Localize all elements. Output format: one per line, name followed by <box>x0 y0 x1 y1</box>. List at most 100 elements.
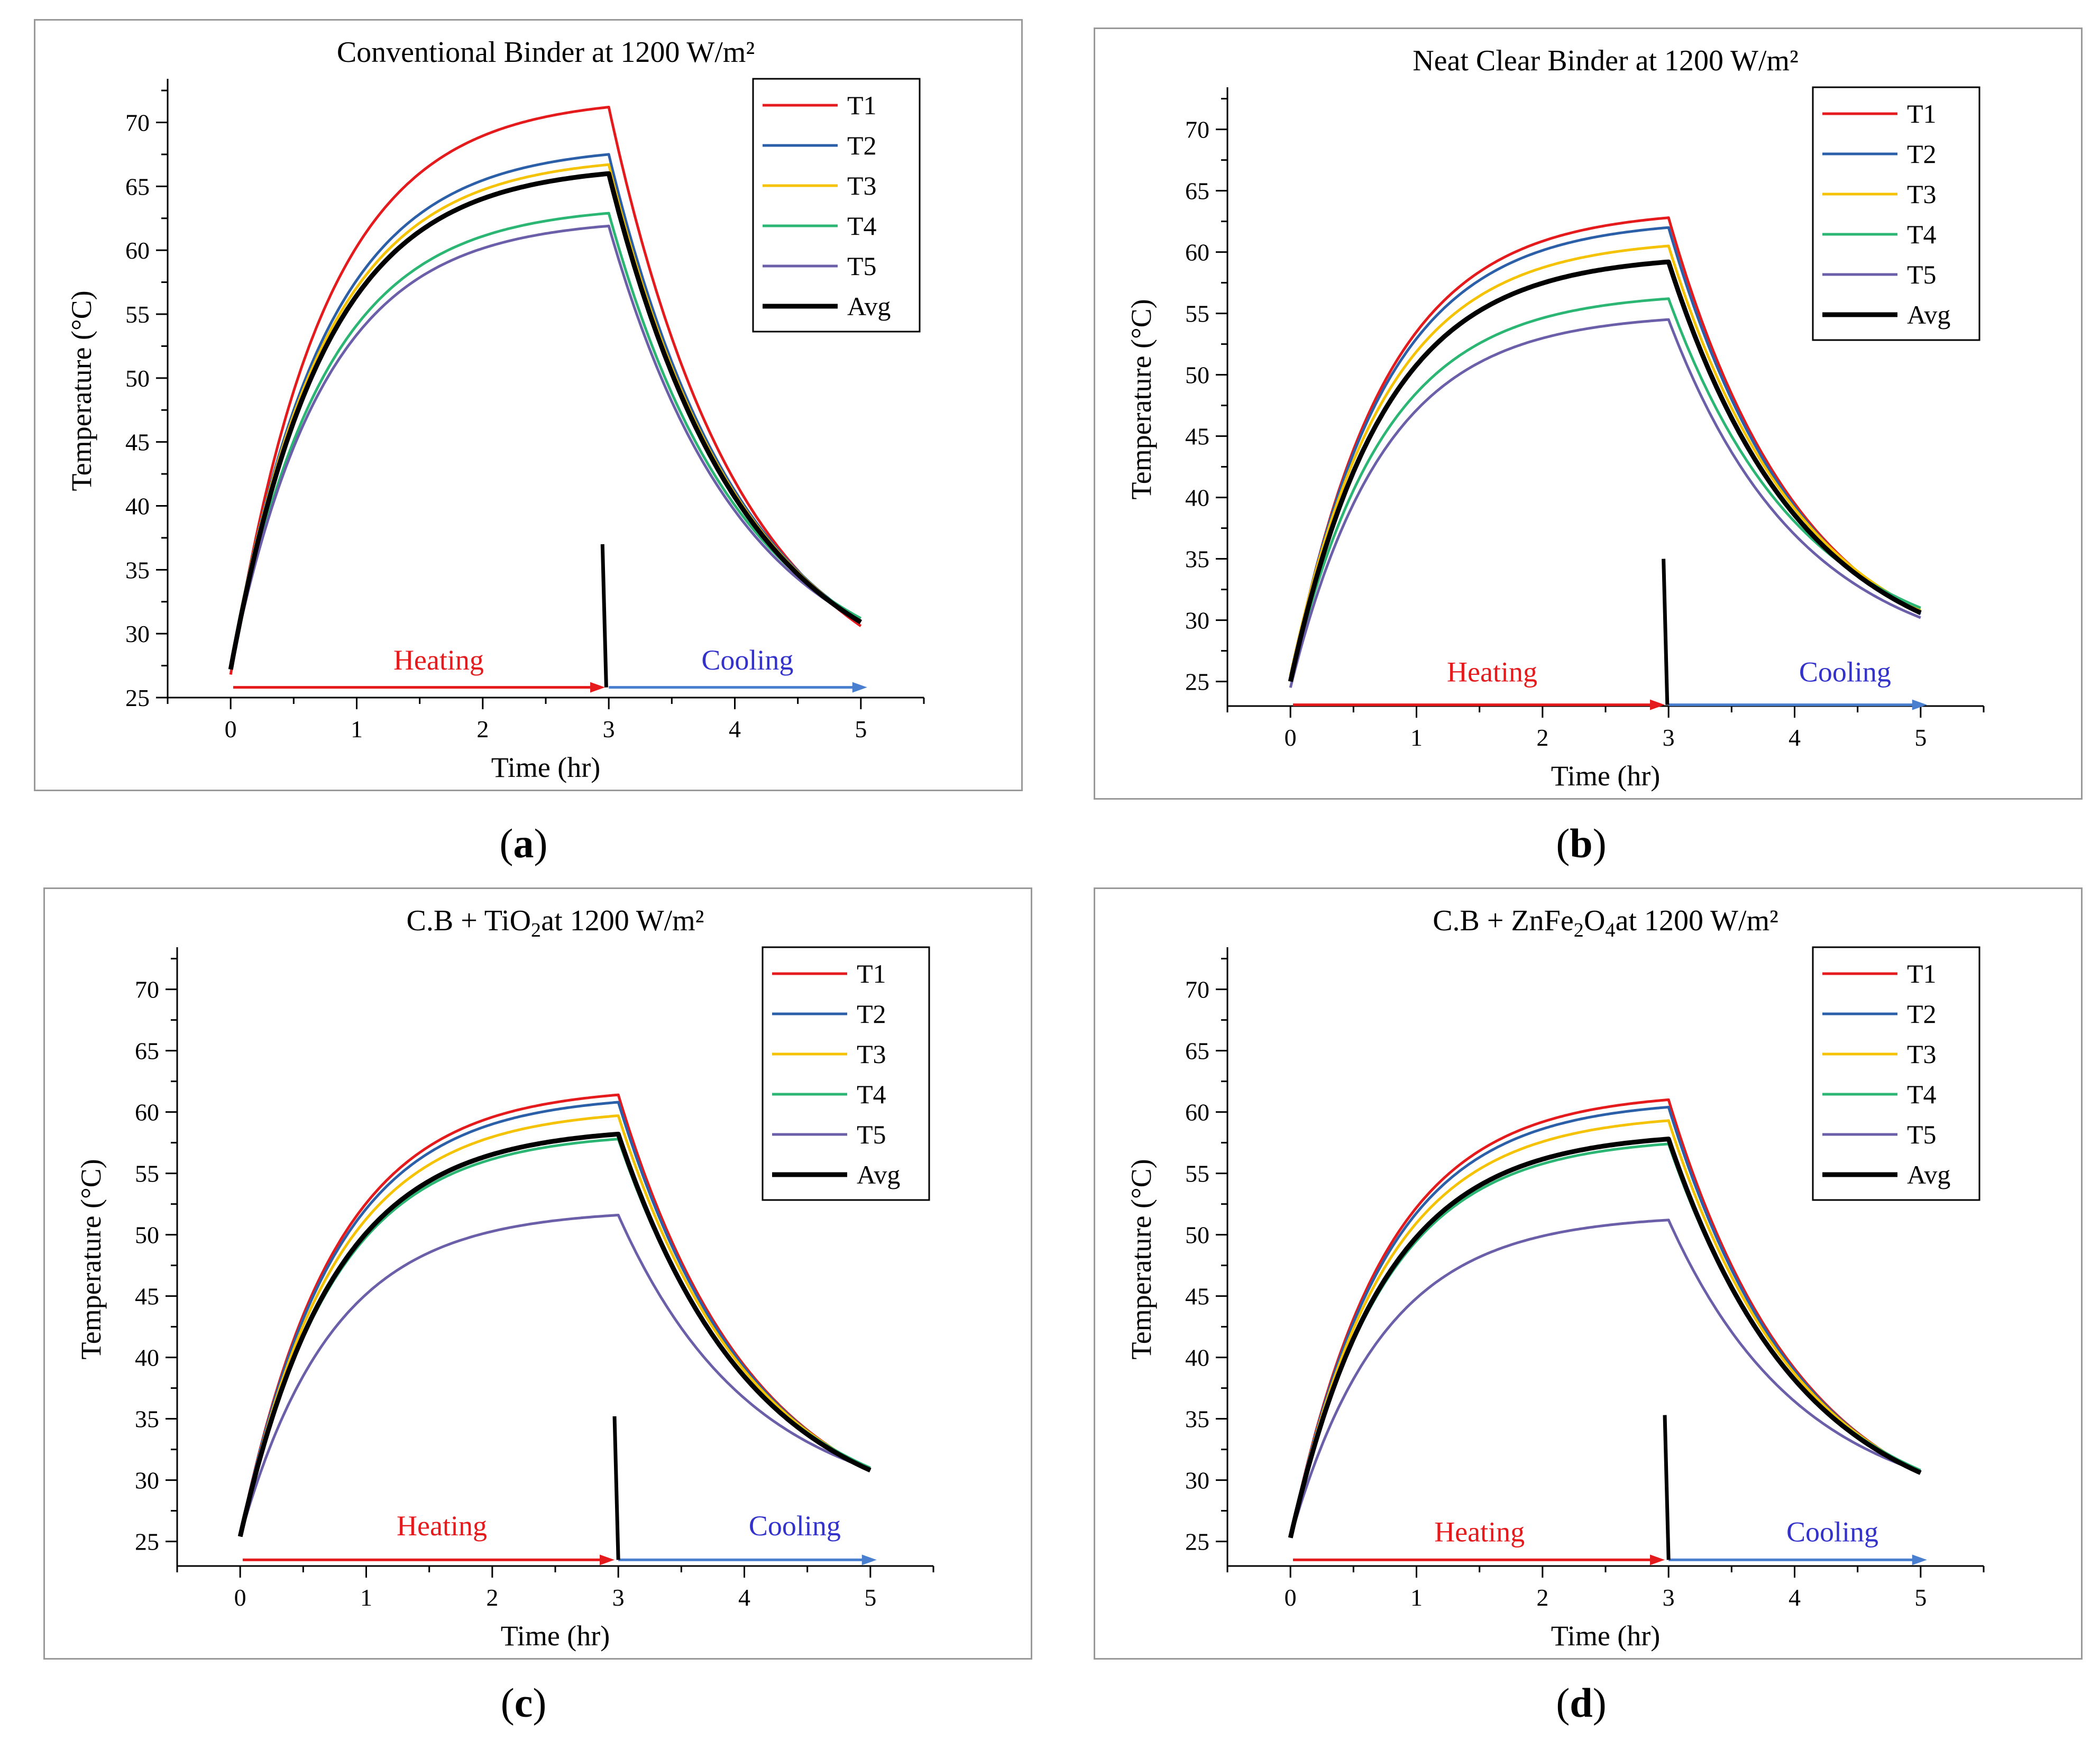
y-tick-label: 30 <box>125 620 150 647</box>
panel-c-chart: C.B + TiO2 at 1200 W/m²0 1 2 3 4 525303540455… <box>75 904 934 1652</box>
panel-b-frame: Neat Clear Binder at 1200 W/m² 0 1 2 3 4 5 25 30… <box>1094 28 2083 800</box>
legend-label-t5: T5 <box>1907 260 1937 289</box>
series-line-t4 <box>229 212 862 668</box>
x-axis-label: Time (hr) <box>1551 760 1661 792</box>
x-tick-label: 5 <box>864 1584 876 1611</box>
x-tick-label: 1 <box>351 716 363 743</box>
y-tick-label: 40 <box>1185 484 1209 511</box>
legend-label-t1: T1 <box>1907 99 1937 129</box>
x-tick-label: 3 <box>1663 1584 1675 1611</box>
series-line-t4 <box>1289 1142 1921 1538</box>
y-tick-label: 30 <box>1185 1467 1209 1494</box>
legend-box <box>762 946 930 1201</box>
y-tick-label: 45 <box>125 429 150 456</box>
chart-title: Neat Clear Binder at 1200 W/m² <box>1413 44 1799 77</box>
series-line-t3 <box>1289 1119 1921 1537</box>
heating-label: Heating <box>397 1510 487 1542</box>
y-tick-label: 45 <box>1185 1283 1209 1310</box>
legend-label-t1: T1 <box>847 90 877 120</box>
y-tick-label: 30 <box>1185 607 1209 634</box>
phase-divider-line <box>612 1416 620 1560</box>
series-line-avg <box>1288 259 1922 682</box>
phase-divider-line <box>600 544 608 688</box>
x-tick-label: 0 <box>234 1584 246 1611</box>
x-tick-label: 2 <box>1536 724 1548 751</box>
series-line-avg <box>228 171 863 670</box>
panel-a-chart: Conventional Binder at 1200 W/m²0 1 2 3 4 525… <box>66 36 925 783</box>
y-tick-label: 25 <box>125 684 150 711</box>
legend-label-t4: T4 <box>847 211 877 241</box>
x-tick-label: 4 <box>738 1584 750 1611</box>
arrow-head <box>590 682 606 693</box>
heating-label: Heating <box>1434 1516 1525 1548</box>
series-line-t1 <box>229 106 862 675</box>
heating-label: Heating <box>1447 656 1537 688</box>
y-tick-label: 25 <box>135 1528 159 1555</box>
arrow-head <box>1912 1554 1927 1565</box>
legend-label-t4: T4 <box>857 1079 886 1109</box>
x-tick-label: 5 <box>1914 724 1927 751</box>
y-tick-label: 55 <box>135 1160 159 1187</box>
x-tick-label: 4 <box>1789 1584 1801 1611</box>
series-line-t5 <box>1289 318 1921 688</box>
y-tick-label: 55 <box>1185 300 1209 327</box>
cooling-label: Cooling <box>701 644 793 676</box>
phase-divider-line <box>1663 1415 1671 1560</box>
x-tick-label: 4 <box>1789 724 1801 751</box>
legend: T1 T2 T3 T4 T5 Avg <box>762 946 930 1201</box>
arrow-head <box>600 1554 615 1565</box>
x-axis-label: Time (hr) <box>491 752 601 783</box>
series-line-t4 <box>1289 297 1921 682</box>
legend-label-t2: T2 <box>857 999 886 1029</box>
x-axis-label: Time (hr) <box>501 1620 610 1652</box>
y-tick-label: 50 <box>135 1222 159 1249</box>
arrow-head <box>1650 699 1665 710</box>
legend-label-t3: T3 <box>857 1039 886 1069</box>
legend-label-t4: T4 <box>1907 1079 1937 1109</box>
series-line-t5 <box>239 1214 871 1537</box>
y-tick-label: 70 <box>135 976 159 1003</box>
y-tick-label: 40 <box>1185 1344 1209 1371</box>
legend-label-t3: T3 <box>1907 179 1937 209</box>
x-axis-label: Time (hr) <box>1551 1620 1661 1652</box>
panel-b-caption: (b) <box>1556 820 1607 866</box>
legend: T1 T2 T3 T4 T5 Avg <box>1812 946 1980 1201</box>
y-tick-label: 35 <box>135 1406 159 1433</box>
legend-label-t5: T5 <box>847 251 877 281</box>
y-tick-label: 25 <box>1185 668 1209 695</box>
legend-label-t1: T1 <box>857 959 886 988</box>
chart-title: C.B + TiO2 at 1200 W/m² <box>407 904 704 941</box>
x-tick-label: 0 <box>1285 1584 1297 1611</box>
x-tick-label: 2 <box>486 1584 498 1611</box>
phase-divider-line <box>1662 558 1670 705</box>
panel-c-frame: C.B + TiO2 at 1200 W/m² 0 1 2 3 4 5 25 30 35 40 45 5… <box>43 887 1032 1660</box>
y-axis-label: Temperature (°C) <box>75 1159 107 1359</box>
y-tick-label: 35 <box>1185 546 1209 573</box>
series-line-t5 <box>1289 1219 1921 1538</box>
chart-title: C.B + ZnFe2 O4 at 1200 W/m² <box>1433 904 1778 941</box>
series-line-t3 <box>239 1114 871 1536</box>
y-tick-label: 70 <box>1185 976 1209 1003</box>
x-tick-label: 2 <box>1536 1584 1548 1611</box>
y-tick-label: 60 <box>135 1099 159 1126</box>
legend-box <box>1812 86 1980 341</box>
heating-label: Heating <box>393 644 484 676</box>
y-tick-label: 65 <box>1185 1038 1209 1065</box>
x-tick-label: 0 <box>1285 724 1297 751</box>
series-line-avg <box>1288 1137 1922 1538</box>
legend-label-t4: T4 <box>1907 219 1937 249</box>
legend-label-t5: T5 <box>857 1120 886 1149</box>
y-tick-label: 35 <box>1185 1406 1209 1433</box>
panel-c-caption: (c) <box>500 1680 547 1726</box>
x-tick-label: 4 <box>729 716 741 743</box>
legend-label-t1: T1 <box>1907 959 1937 988</box>
x-tick-label: 2 <box>476 716 489 743</box>
y-tick-label: 60 <box>1185 239 1209 266</box>
cooling-label: Cooling <box>1799 656 1891 688</box>
arrow-head <box>1912 699 1927 710</box>
panel-d-frame: C.B + ZnFe2 O4 at 1200 W/m² 0 1 2 3 4 5 25 30 35 4… <box>1094 887 2083 1660</box>
arrow-head <box>861 1554 877 1565</box>
y-tick-label: 45 <box>135 1283 159 1310</box>
series-line-t3 <box>1289 244 1921 676</box>
legend-label-t3: T3 <box>847 171 877 200</box>
